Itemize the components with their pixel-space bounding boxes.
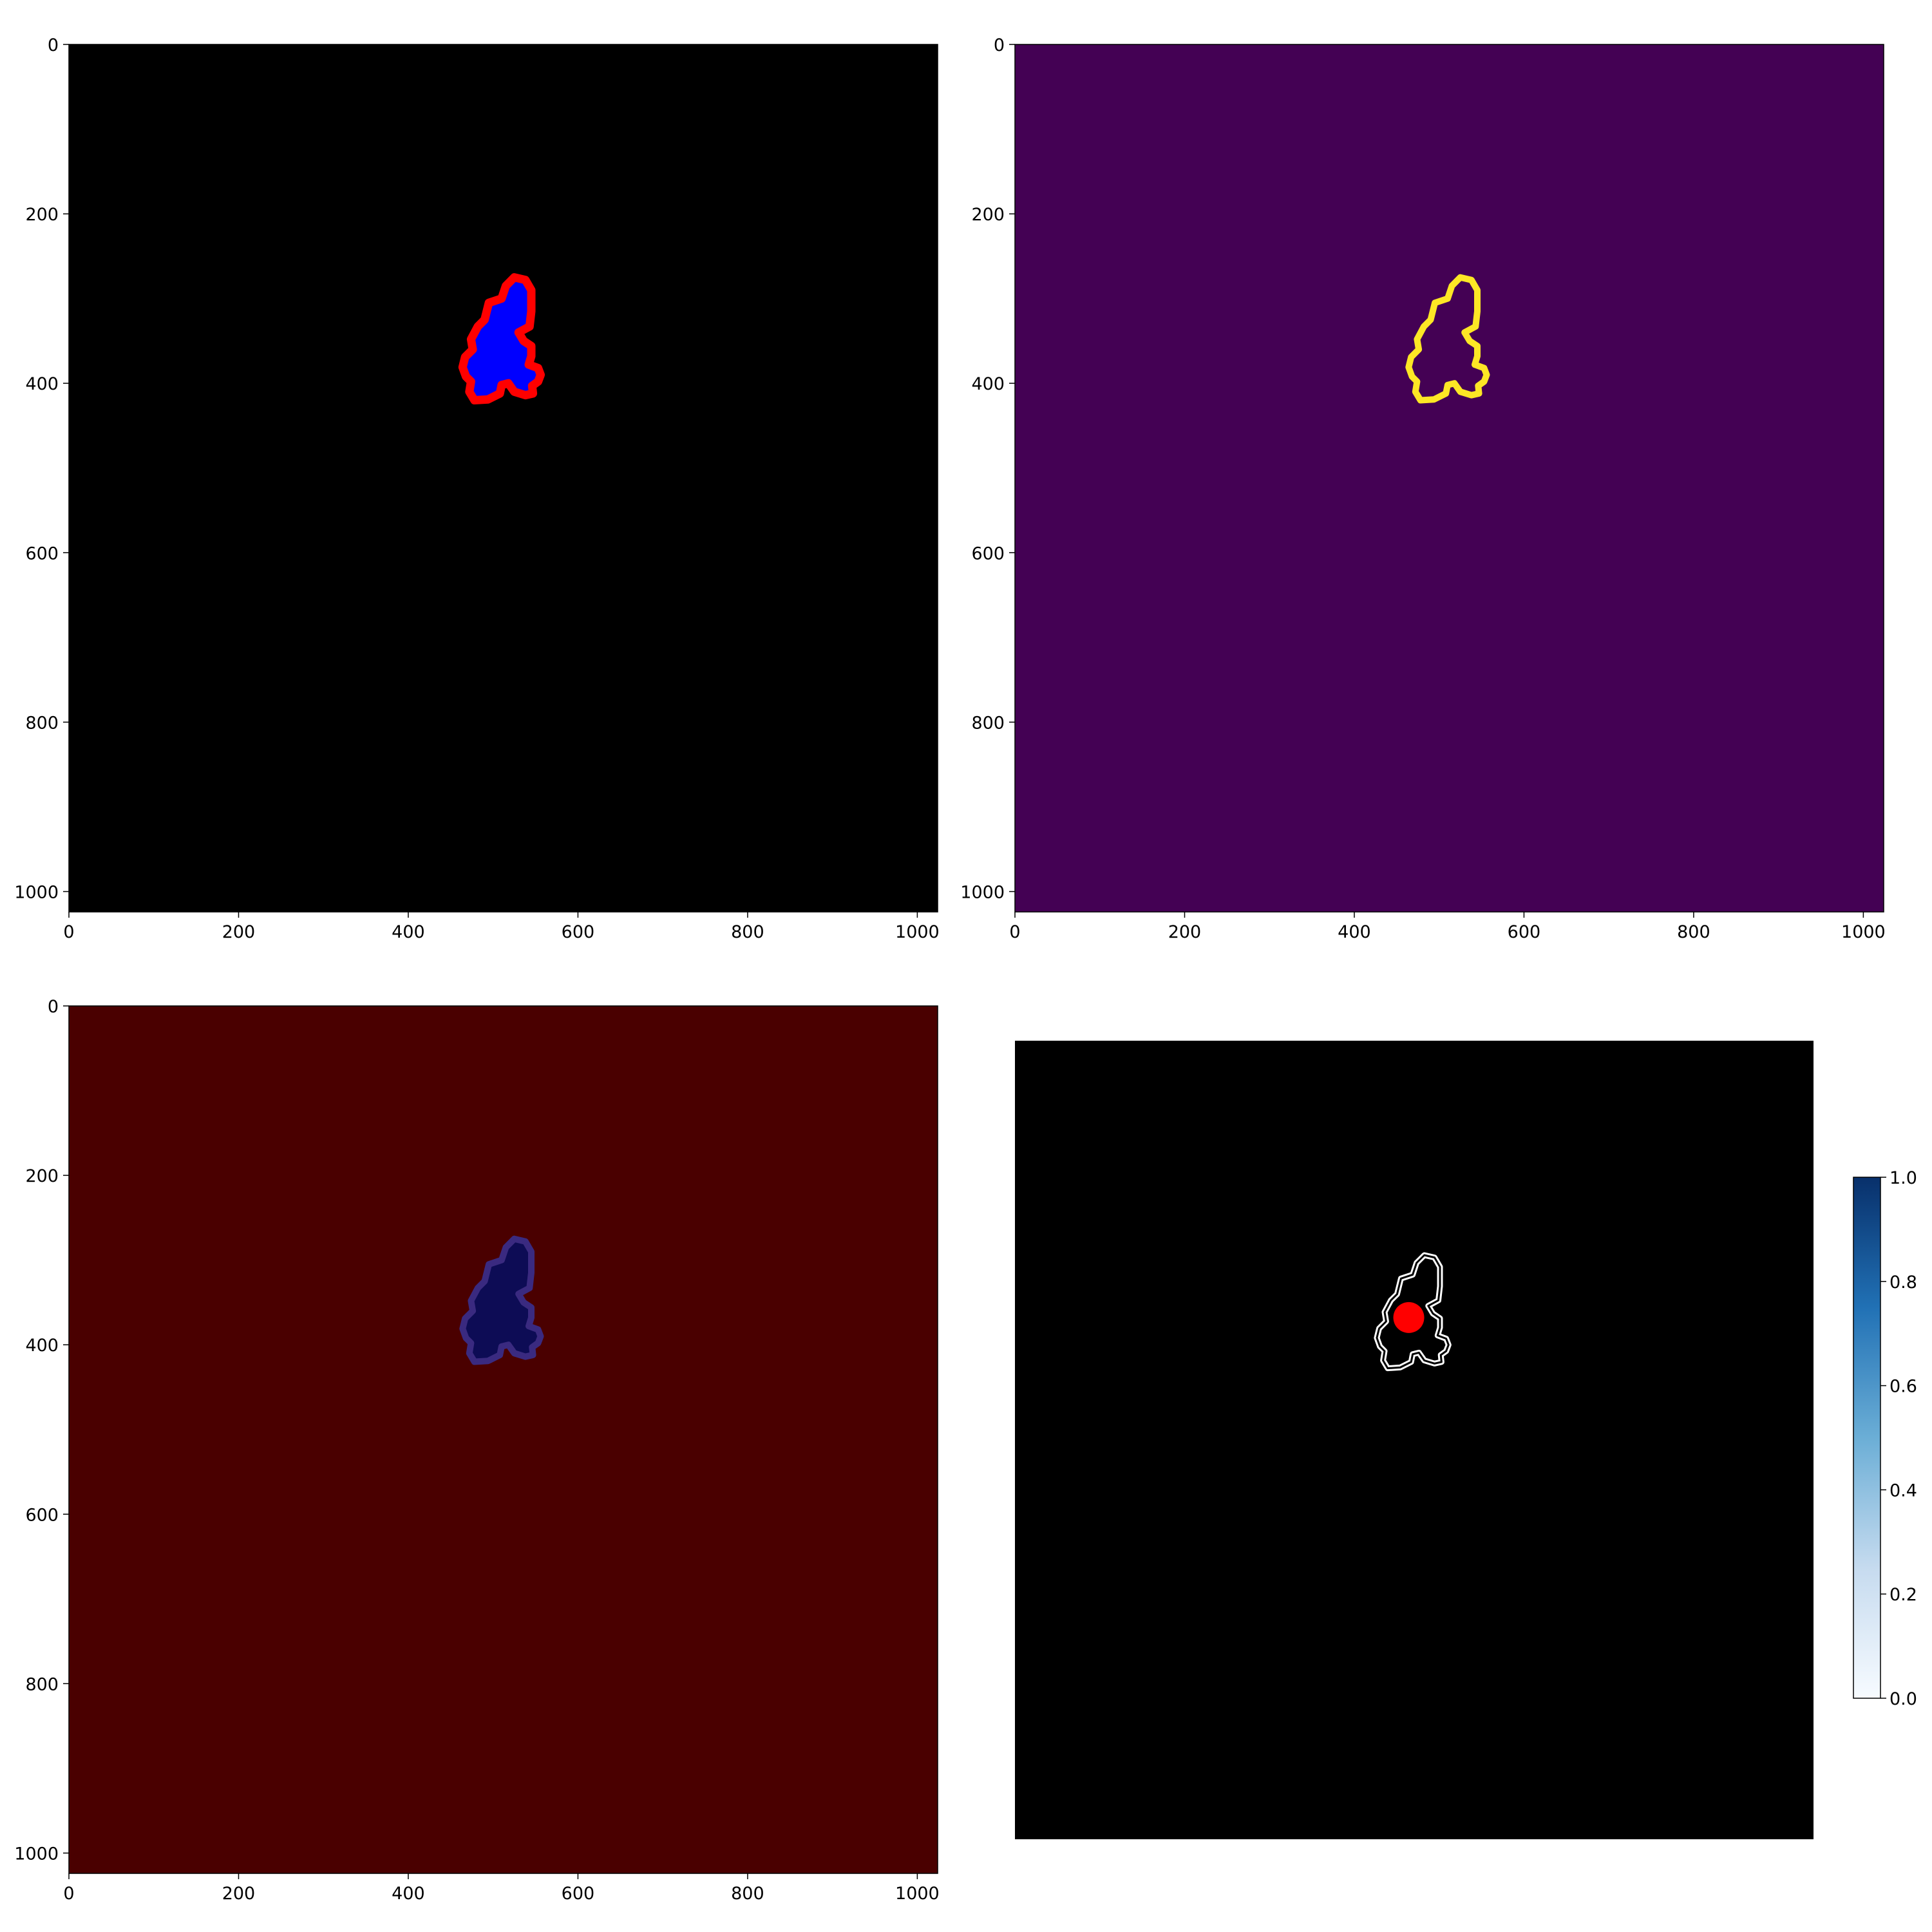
x-tick-label: 400 <box>1338 922 1371 942</box>
y-tick-label: 1000 <box>960 882 1005 902</box>
segmentation-contour <box>458 273 545 404</box>
x-tick-label: 400 <box>392 922 425 942</box>
segmentation-contour <box>459 1235 544 1365</box>
axes-frame <box>68 44 938 913</box>
y-tick-label: 0 <box>994 35 1005 55</box>
colorbar-tick-label: 0.2 <box>1889 1585 1917 1605</box>
image-background <box>69 44 938 912</box>
colorbar-gradient <box>1853 1177 1881 1699</box>
y-tick-label: 600 <box>971 544 1005 564</box>
x-tick-label: 600 <box>562 922 595 942</box>
x-tick-label: 0 <box>63 922 74 942</box>
y-tick-label: 800 <box>25 1674 59 1694</box>
panel-bottom-right: 0.0 0.2 0.4 0.6 0.8 1.0 <box>1015 1041 1917 1839</box>
colorbar-tick-label: 1.0 <box>1889 1168 1917 1188</box>
x-tick-label: 400 <box>392 1884 425 1904</box>
colorbar-tick-label: 0.8 <box>1889 1273 1917 1293</box>
x-tick-label: 800 <box>1677 922 1710 942</box>
image-background <box>1015 1041 1814 1839</box>
x-tick-label: 200 <box>1168 922 1202 942</box>
x-tick-label: 800 <box>731 1884 764 1904</box>
x-tick-label: 200 <box>222 922 256 942</box>
image-background <box>69 1006 938 1873</box>
y-tick-label: 800 <box>25 713 59 733</box>
x-tick-label: 1000 <box>895 1884 940 1904</box>
x-tick-label: 0 <box>63 1884 74 1904</box>
segmentation-contour <box>1405 274 1490 404</box>
y-tick-label: 0 <box>48 35 59 55</box>
y-tick-label: 400 <box>971 374 1005 394</box>
y-tick-label: 600 <box>25 544 59 564</box>
y-tick-label: 800 <box>971 713 1005 733</box>
center-marker <box>1393 1302 1425 1333</box>
axes-frame <box>1014 44 1884 913</box>
x-tick-label: 200 <box>222 1884 256 1904</box>
y-tick-label: 400 <box>25 1336 59 1356</box>
colorbar-tick-label: 0.6 <box>1889 1377 1917 1397</box>
y-tick-label: 1000 <box>14 882 59 902</box>
axes-frame <box>68 1005 938 1874</box>
y-tick-label: 0 <box>48 997 59 1017</box>
x-tick-label: 600 <box>562 1884 595 1904</box>
x-tick-label: 0 <box>1009 922 1020 942</box>
contour-inner-gap <box>1376 1254 1450 1370</box>
y-tick-label: 600 <box>25 1505 59 1525</box>
x-tick-label: 600 <box>1508 922 1541 942</box>
colorbar-tick-label: 0.4 <box>1889 1481 1917 1501</box>
colorbar-tick-label: 0.0 <box>1889 1689 1917 1709</box>
y-tick-label: 1000 <box>14 1844 59 1864</box>
x-tick-label: 1000 <box>895 922 940 942</box>
x-tick-label: 1000 <box>1841 922 1886 942</box>
y-tick-label: 200 <box>25 1166 59 1186</box>
y-tick-label: 200 <box>25 205 59 225</box>
colorbar: 0.0 0.2 0.4 0.6 0.8 1.0 <box>1853 1168 1917 1709</box>
x-tick-label: 800 <box>731 922 764 942</box>
y-tick-label: 200 <box>971 205 1005 225</box>
image-background <box>1015 44 1884 912</box>
y-tick-label: 400 <box>25 374 59 394</box>
